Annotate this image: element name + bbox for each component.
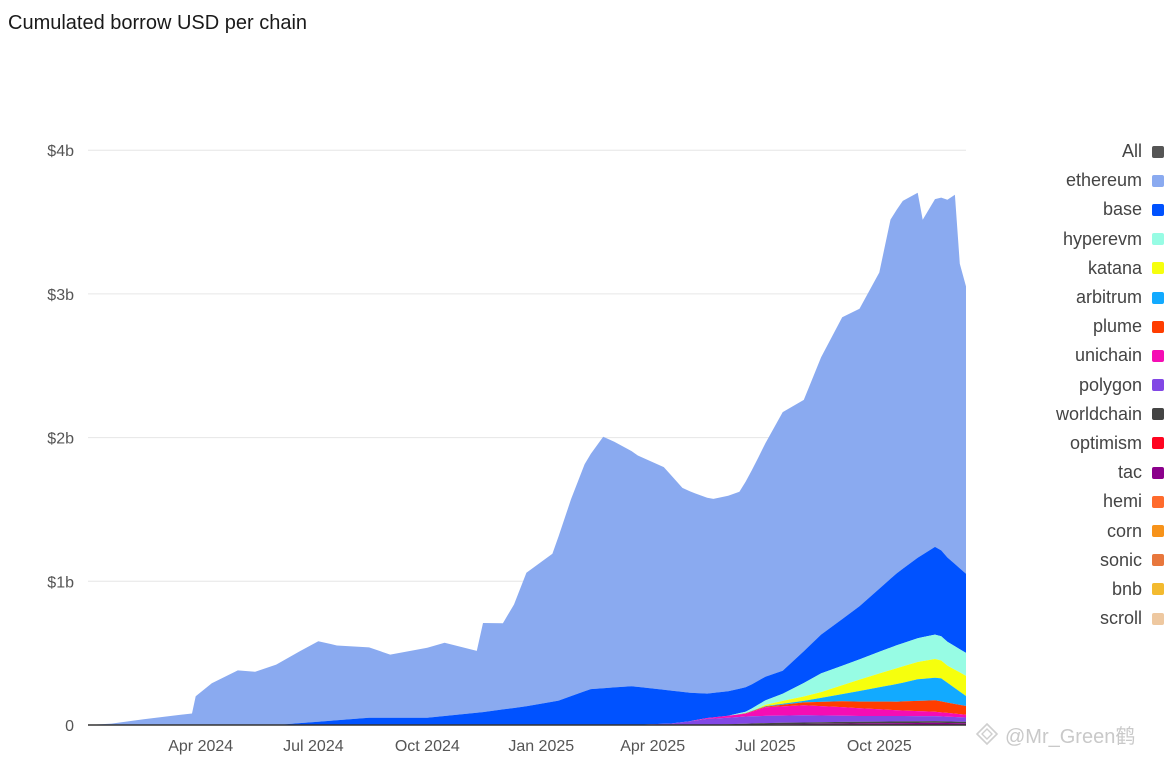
legend-swatch [1152,466,1164,479]
legend-label: arbitrum [1075,287,1142,308]
legend-item-unichain[interactable]: unichain [1000,341,1170,370]
legend-swatch [1152,291,1164,304]
legend-item-base[interactable]: base [1000,195,1170,224]
legend-swatch [1152,349,1164,362]
x-tick-label: Jul 2025 [735,738,796,755]
legend-swatch [1152,379,1164,392]
legend-swatch [1152,437,1164,450]
x-tick-label: Oct 2024 [395,738,460,755]
legend-label: worldchain [1055,403,1142,424]
y-tick-label: $1b [47,574,74,591]
x-tick-label: Apr 2025 [620,738,685,755]
y-tick-label: $2b [47,431,74,448]
legend-swatch [1152,408,1164,421]
legend-item-corn[interactable]: corn [1000,516,1170,545]
area-plume [88,700,966,725]
legend-label: tac [1117,462,1142,483]
legend-label: optimism [1069,432,1142,453]
area-unichain [88,705,966,725]
legend-label: bnb [1111,578,1142,599]
legend-swatch [1152,145,1164,158]
y-tick-label: 0 [65,718,74,735]
y-tick-label: $3b [47,287,74,304]
chart-legend: All ethereum base hyperevm katana arbitrum plu… [1000,137,1170,633]
legend-label: sonic [1099,549,1142,570]
area-ethereum [88,192,966,725]
watermark-logo-icon [975,722,999,746]
legend-item-worldchain[interactable]: worldchain [1000,400,1170,429]
legend-item-bnb[interactable]: bnb [1000,575,1170,604]
legend-swatch [1152,612,1164,625]
legend-label: katana [1087,257,1142,278]
legend-swatch [1152,554,1164,567]
legend-label: ethereum [1065,170,1142,191]
legend-swatch [1152,320,1164,333]
x-tick-label: Jul 2024 [283,738,344,755]
legend-item-All[interactable]: All [1000,137,1170,166]
x-tick-label: Apr 2024 [168,738,233,755]
x-tick-label: Oct 2025 [847,738,912,755]
legend-item-katana[interactable]: katana [1000,254,1170,283]
legend-label: hyperevm [1062,228,1142,249]
legend-label: polygon [1078,374,1142,395]
watermark: @Mr_Green鹤 [1005,726,1136,748]
legend-label: unichain [1074,345,1142,366]
legend-label: corn [1106,520,1142,541]
legend-item-tac[interactable]: tac [1000,458,1170,487]
legend-item-sonic[interactable]: sonic [1000,546,1170,575]
legend-item-hemi[interactable]: hemi [1000,487,1170,516]
legend-item-ethereum[interactable]: ethereum [1000,166,1170,195]
area-polygon [88,715,966,725]
legend-item-polygon[interactable]: polygon [1000,371,1170,400]
legend-swatch [1152,495,1164,508]
chart-title: Cumulated borrow USD per chain [8,12,308,34]
legend-item-hyperevm[interactable]: hyperevm [1000,225,1170,254]
area-worldchain [88,721,966,725]
legend-swatch [1152,262,1164,275]
y-tick-label: $4b [47,143,74,160]
legend-item-plume[interactable]: plume [1000,312,1170,341]
legend-item-optimism[interactable]: optimism [1000,429,1170,458]
legend-swatch [1152,233,1164,246]
legend-swatch [1152,583,1164,596]
legend-item-scroll[interactable]: scroll [1000,604,1170,633]
legend-swatch [1152,203,1164,216]
legend-label: base [1102,199,1142,220]
legend-label: plume [1092,316,1142,337]
legend-label: hemi [1102,491,1142,512]
legend-swatch [1152,174,1164,187]
legend-swatch [1152,525,1164,538]
legend-label: scroll [1099,608,1142,629]
legend-item-arbitrum[interactable]: arbitrum [1000,283,1170,312]
x-tick-label: Jan 2025 [508,738,574,755]
legend-label: All [1121,141,1142,162]
